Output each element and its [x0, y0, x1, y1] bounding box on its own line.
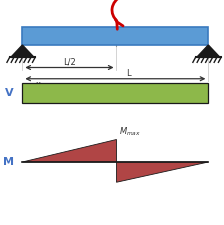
Polygon shape: [22, 140, 116, 162]
Text: V: V: [5, 88, 13, 98]
Text: L: L: [127, 69, 131, 78]
Polygon shape: [11, 45, 34, 57]
Text: L/2: L/2: [63, 57, 76, 66]
Polygon shape: [116, 162, 208, 182]
Bar: [22, 27, 208, 45]
Bar: [22, 83, 208, 104]
Text: x: x: [36, 80, 41, 89]
Text: M: M: [3, 157, 15, 167]
Polygon shape: [197, 45, 220, 57]
Text: $M_{max}$: $M_{max}$: [119, 126, 141, 138]
